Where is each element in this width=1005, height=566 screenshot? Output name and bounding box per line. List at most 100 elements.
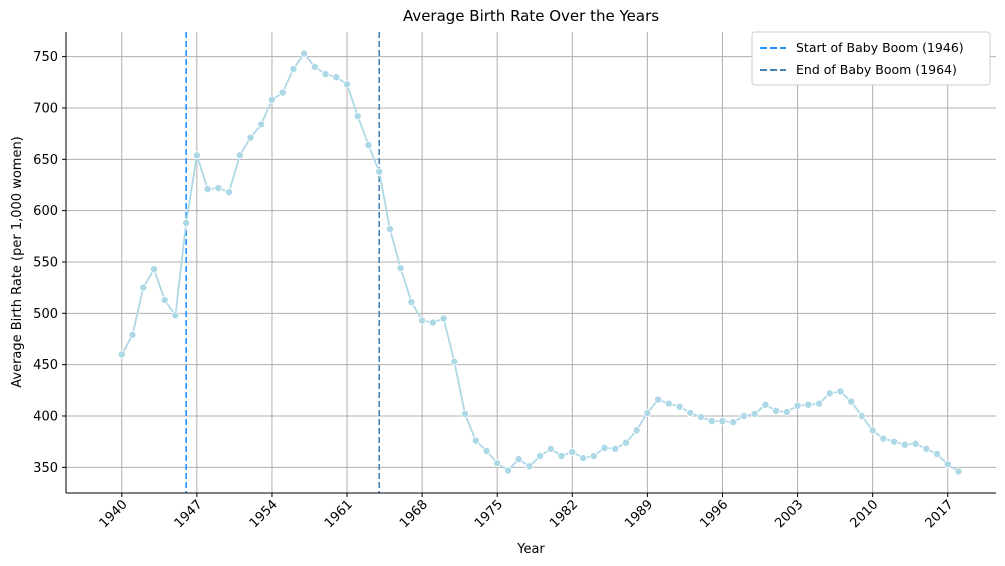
data-point xyxy=(772,406,781,415)
data-point xyxy=(890,437,899,446)
grid-lines xyxy=(66,32,996,493)
chart-title: Average Birth Rate Over the Years xyxy=(403,7,659,25)
data-point xyxy=(160,295,169,304)
data-point xyxy=(954,467,963,476)
data-point xyxy=(782,407,791,416)
legend-box xyxy=(751,31,991,86)
data-point xyxy=(546,444,555,453)
data-point xyxy=(182,218,191,227)
x-tick-label: 2017 xyxy=(923,497,957,531)
x-ticks: 1940 1947 1954 1961 1968 1975 1982 1989 1996 2003… xyxy=(97,493,957,531)
data-point xyxy=(643,408,652,417)
data-point xyxy=(203,185,212,194)
data-point xyxy=(686,408,695,417)
data-point xyxy=(471,436,480,445)
data-point xyxy=(621,438,630,447)
data-point xyxy=(246,133,255,142)
y-axis-title: Average Birth Rate (per 1,000 women) xyxy=(10,136,25,388)
data-point xyxy=(321,70,330,79)
data-point xyxy=(654,395,663,404)
data-point xyxy=(396,264,405,273)
data-point xyxy=(428,318,437,327)
data-point xyxy=(117,350,126,359)
data-point xyxy=(836,387,845,396)
birth-rate-series xyxy=(117,49,963,476)
data-point xyxy=(332,73,341,82)
y-tick-label: 500 xyxy=(33,307,58,322)
data-point xyxy=(761,400,770,409)
y-tick-label: 600 xyxy=(33,204,58,219)
data-point xyxy=(418,316,427,325)
data-point xyxy=(407,298,416,307)
data-point xyxy=(149,265,158,274)
data-point xyxy=(278,88,287,97)
data-point xyxy=(868,426,877,435)
data-point xyxy=(793,401,802,410)
data-point xyxy=(450,357,459,366)
data-point xyxy=(579,454,588,463)
data-point xyxy=(171,311,180,320)
y-tick-label: 350 xyxy=(33,461,58,476)
x-tick-label: 1996 xyxy=(697,497,731,531)
data-point xyxy=(922,444,931,453)
data-point xyxy=(557,452,566,461)
baby-boom-markers xyxy=(185,32,381,493)
x-tick-label: 1954 xyxy=(247,497,281,531)
data-point xyxy=(503,466,512,475)
x-tick-label: 1968 xyxy=(397,497,431,531)
data-point xyxy=(289,64,298,73)
x-tick-label: 1940 xyxy=(97,497,131,531)
x-tick-label: 2003 xyxy=(772,497,806,531)
data-point xyxy=(214,184,223,193)
data-point xyxy=(493,459,502,468)
data-point xyxy=(568,447,577,456)
y-tick-label: 700 xyxy=(33,101,58,116)
data-point xyxy=(611,444,620,453)
data-point xyxy=(225,188,234,197)
data-point xyxy=(235,151,244,160)
data-point xyxy=(857,411,866,420)
data-point xyxy=(739,411,748,420)
data-point xyxy=(825,389,834,398)
data-point xyxy=(257,120,266,129)
data-point xyxy=(482,446,491,455)
x-tick-label: 1982 xyxy=(547,497,581,531)
data-point xyxy=(911,439,920,448)
data-point xyxy=(267,95,276,104)
data-point xyxy=(847,397,856,406)
data-point xyxy=(525,462,534,471)
data-point xyxy=(300,49,309,58)
x-tick-label: 1989 xyxy=(622,497,656,531)
data-point xyxy=(385,225,394,234)
y-tick-label: 650 xyxy=(33,153,58,168)
data-point xyxy=(879,434,888,443)
series-line xyxy=(120,52,959,473)
x-tick-label: 1975 xyxy=(472,497,506,531)
data-point xyxy=(139,283,148,292)
data-point xyxy=(664,399,673,408)
data-point xyxy=(675,402,684,411)
data-point xyxy=(900,440,909,449)
y-tick-label: 750 xyxy=(33,50,58,65)
legend: Start of Baby Boom (1946) End of Baby Bo… xyxy=(751,31,991,86)
data-point xyxy=(589,452,598,461)
y-ticks: 350 400 450 500 550 600 650 700 750 xyxy=(33,50,66,476)
data-point xyxy=(536,452,545,461)
data-point xyxy=(364,140,373,149)
data-point xyxy=(718,417,727,426)
legend-label-start: Start of Baby Boom (1946) xyxy=(796,40,964,55)
x-tick-label: 1947 xyxy=(172,497,206,531)
data-point xyxy=(310,62,319,71)
x-tick-label: 2010 xyxy=(847,497,881,531)
axes xyxy=(65,32,996,494)
y-tick-label: 550 xyxy=(33,255,58,270)
data-point xyxy=(729,418,738,427)
data-point xyxy=(707,417,716,426)
data-point xyxy=(943,460,952,469)
data-point xyxy=(697,413,706,422)
data-point xyxy=(353,112,362,121)
data-point xyxy=(815,399,824,408)
x-axis-title: Year xyxy=(516,542,545,557)
data-point xyxy=(600,443,609,452)
data-point xyxy=(439,314,448,323)
